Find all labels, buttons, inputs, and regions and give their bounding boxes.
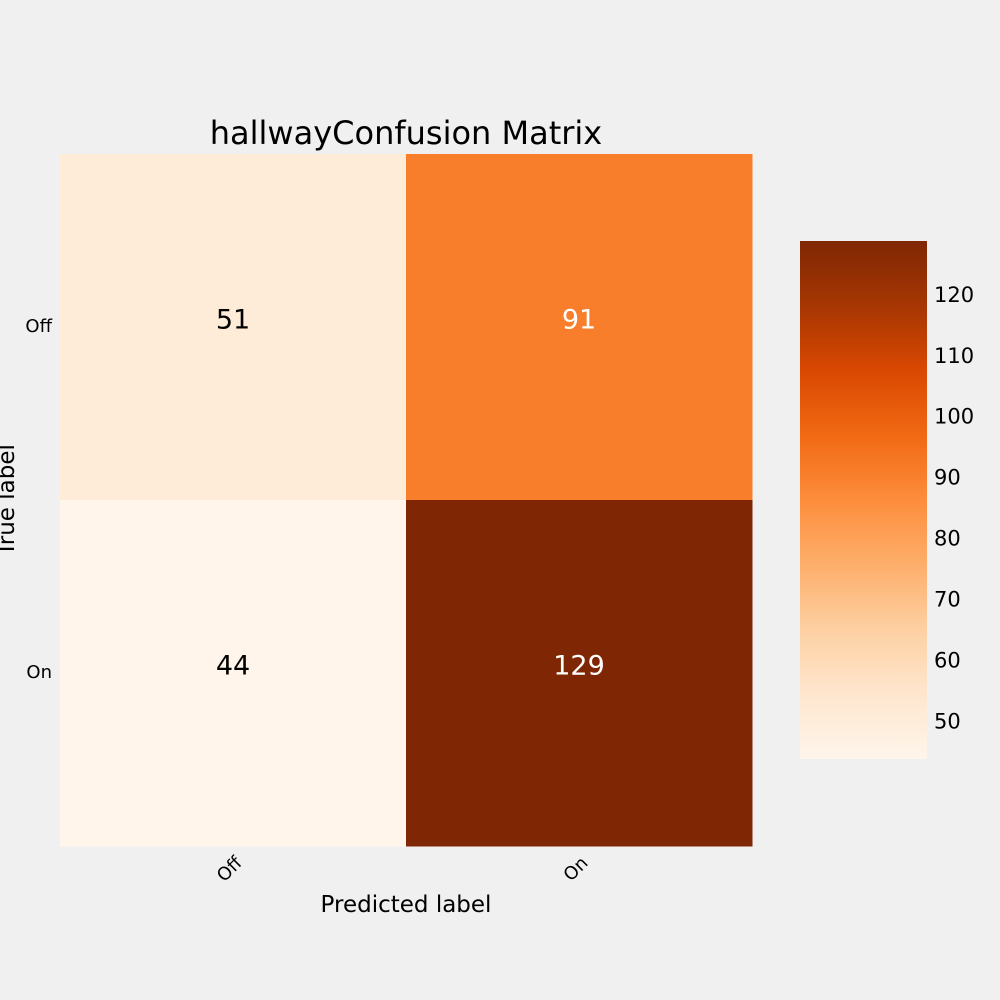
x-tick-label: Off xyxy=(213,852,247,886)
chart-title: hallwayConfusion Matrix xyxy=(210,114,602,152)
x-tick-label: On xyxy=(560,853,593,886)
colorbar xyxy=(800,241,927,759)
colorbar-ticks: 50 60 70 80 90 100 110 120 xyxy=(934,283,974,734)
colorbar-tick-label: 100 xyxy=(934,405,974,429)
y-tick-labels: Off On xyxy=(25,316,52,683)
x-tick-labels: Off On xyxy=(213,852,593,886)
colorbar-tick-label: 70 xyxy=(934,588,961,612)
colorbar-tick-label: 110 xyxy=(934,344,974,368)
heatmap-cell xyxy=(406,154,753,501)
colorbar-tick-label: 80 xyxy=(934,527,961,551)
x-axis-label: Predicted label xyxy=(321,892,492,918)
y-tick-label: On xyxy=(26,662,52,683)
heatmap-cell xyxy=(406,500,753,847)
colorbar-tick-label: 90 xyxy=(934,466,961,490)
colorbar-tick-label: 60 xyxy=(934,648,961,672)
y-tick-label: Off xyxy=(25,316,52,337)
cell-value-label: 51 xyxy=(216,305,250,336)
cell-value-label: 44 xyxy=(216,651,250,682)
cell-annotations: 51 91 44 129 xyxy=(216,305,605,682)
y-axis-label: True label xyxy=(0,444,20,557)
cell-value-label: 91 xyxy=(562,305,596,336)
heatmap-grid xyxy=(60,154,753,847)
colorbar-tick-label: 50 xyxy=(934,709,961,733)
heatmap-cell xyxy=(60,500,407,847)
heatmap-cell xyxy=(60,154,407,501)
colorbar-tick-label: 120 xyxy=(934,283,974,307)
cell-value-label: 129 xyxy=(553,651,605,682)
